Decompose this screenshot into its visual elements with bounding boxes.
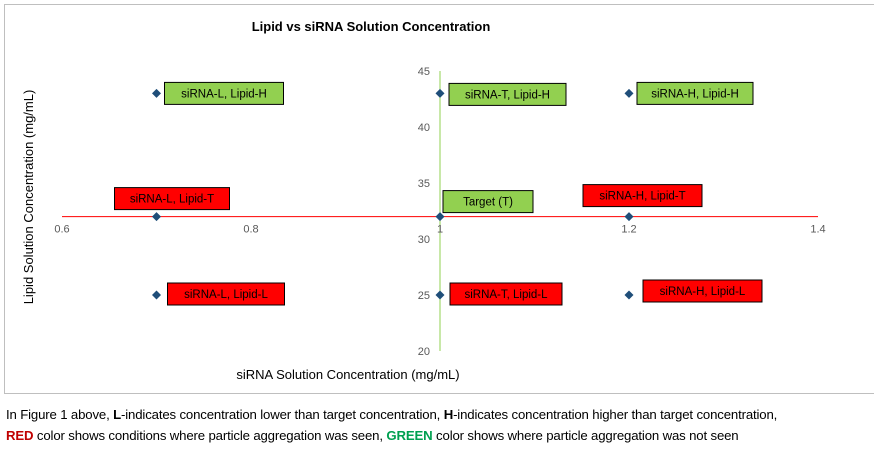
x-tick-label: 0.6 bbox=[54, 224, 69, 236]
data-label-box bbox=[642, 279, 763, 303]
caption-line-2: RED color shows conditions where particl… bbox=[6, 425, 872, 446]
data-label-box bbox=[164, 81, 284, 105]
data-point-marker bbox=[435, 290, 445, 300]
caption-text: In Figure 1 above, bbox=[6, 407, 114, 422]
data-point-group: siRNA-L, Lipid-T bbox=[114, 187, 230, 222]
caption-bold-l: L bbox=[113, 407, 122, 422]
data-point-marker bbox=[624, 88, 634, 98]
data-label: Target (T) bbox=[463, 197, 513, 209]
data-point-marker bbox=[152, 212, 161, 222]
data-label: siRNA-H, Lipid-L bbox=[660, 286, 746, 298]
data-label: siRNA-T, Lipid-H bbox=[465, 89, 550, 101]
y-axis-title: Lipid Solution Concentration (mg/mL) bbox=[21, 90, 36, 305]
data-label: siRNA-H, Lipid-H bbox=[651, 88, 739, 100]
data-point-group: siRNA-L, Lipid-H bbox=[152, 81, 284, 105]
data-point-group: Target (T) bbox=[435, 190, 534, 222]
data-label-box bbox=[636, 81, 754, 105]
data-label: siRNA-L, Lipid-H bbox=[181, 88, 267, 100]
data-point-marker bbox=[152, 290, 161, 300]
data-point-marker bbox=[624, 212, 634, 222]
caption-bold-h: H bbox=[443, 407, 454, 422]
data-label-box bbox=[167, 282, 285, 306]
data-label: siRNA-T, Lipid-L bbox=[464, 289, 548, 301]
caption-red-word: RED bbox=[6, 428, 34, 443]
x-axis-title: siRNA Solution Concentration (mg/mL) bbox=[236, 367, 459, 382]
caption-line-1: In Figure 1 above, L-indicates concentra… bbox=[6, 404, 872, 425]
data-label-box bbox=[442, 190, 534, 214]
x-tick-label: 1 bbox=[437, 224, 443, 236]
caption-green-word: GREEN bbox=[386, 428, 433, 443]
data-point-marker bbox=[435, 212, 445, 222]
chart-area: Lipid vs siRNA Solution Concentration si… bbox=[4, 4, 874, 394]
data-label-box bbox=[582, 184, 703, 208]
data-point-marker bbox=[152, 88, 161, 98]
data-label-box bbox=[448, 82, 567, 106]
data-point-group: siRNA-H, Lipid-T bbox=[582, 184, 703, 222]
chart-title: Lipid vs siRNA Solution Concentration bbox=[252, 19, 491, 34]
x-tick-label: 0.8 bbox=[243, 224, 258, 236]
figure-caption: In Figure 1 above, L-indicates concentra… bbox=[6, 404, 872, 446]
data-point-marker bbox=[435, 88, 445, 98]
plot-layer: 0.6 0.8 1 1.2 1.4 20 25 30 35 40 45 siRNA-L, Lipid-… bbox=[54, 66, 825, 358]
x-tick-label: 1.2 bbox=[621, 224, 636, 236]
y-tick-label: 35 bbox=[418, 178, 430, 190]
data-point-group: siRNA-T, Lipid-L bbox=[435, 282, 563, 306]
y-tick-label: 40 bbox=[418, 122, 430, 134]
data-label-box bbox=[114, 187, 230, 211]
data-point-group: siRNA-H, Lipid-H bbox=[624, 81, 754, 105]
x-tick-label: 1.4 bbox=[810, 224, 825, 236]
data-label: siRNA-H, Lipid-T bbox=[599, 191, 685, 203]
y-tick-label: 25 bbox=[418, 290, 430, 302]
caption-text: -indicates concentration lower than targ… bbox=[121, 407, 444, 422]
caption-text: -indicates concentration higher than tar… bbox=[453, 407, 778, 422]
y-tick-label: 20 bbox=[418, 346, 430, 358]
data-point-group: siRNA-H, Lipid-L bbox=[624, 279, 763, 303]
scatter-chart: Lipid vs siRNA Solution Concentration si… bbox=[21, 19, 826, 382]
data-point-marker bbox=[624, 290, 634, 300]
y-tick-label: 30 bbox=[418, 234, 430, 246]
y-tick-label: 45 bbox=[418, 66, 430, 78]
data-label-box bbox=[449, 282, 563, 306]
caption-text: color shows conditions where particle ag… bbox=[33, 428, 387, 443]
data-label: siRNA-L, Lipid-T bbox=[130, 194, 214, 206]
data-label: siRNA-L, Lipid-L bbox=[184, 289, 268, 301]
data-point-group: siRNA-T, Lipid-H bbox=[435, 82, 567, 106]
data-point-group: siRNA-L, Lipid-L bbox=[152, 282, 285, 306]
caption-text: color shows where particle aggregation w… bbox=[432, 428, 739, 443]
